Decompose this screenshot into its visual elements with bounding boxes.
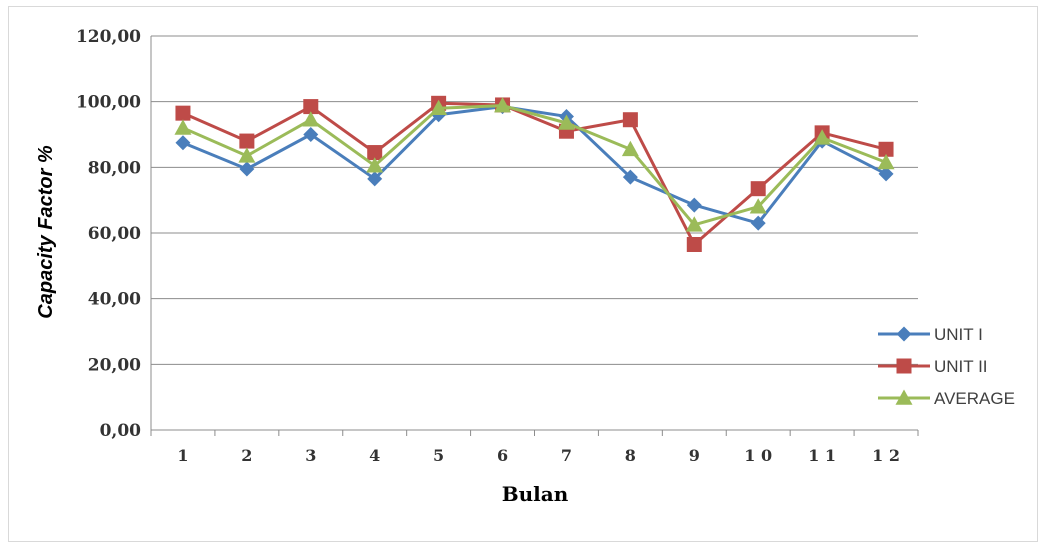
series-2 — [175, 95, 894, 252]
data-point — [686, 236, 702, 252]
y-tick-label: 0,00 — [100, 421, 142, 441]
y-axis-title: Capacity Factor % — [35, 145, 57, 319]
data-point — [750, 215, 766, 231]
data-point — [303, 127, 319, 142]
y-tick-labels: 0,00 20,00 40,00 60,00 80,00 100,00 120,00 — [76, 27, 141, 441]
data-point — [622, 112, 638, 128]
data-point — [238, 147, 256, 163]
legend-entry: UNIT II — [878, 357, 988, 376]
gridlines — [151, 35, 918, 365]
x-tick-label: 2 — [241, 446, 252, 465]
x-tick-label: 7 — [561, 446, 572, 465]
series-line — [182, 104, 887, 227]
data-point — [175, 135, 191, 151]
x-tick-label: 1 — [177, 446, 188, 465]
data-point — [367, 171, 383, 187]
data-point — [621, 140, 639, 157]
data-point — [813, 129, 831, 145]
x-tick-label: 1 2 — [872, 446, 900, 465]
data-point — [686, 197, 702, 213]
y-tick-label: 20,00 — [88, 355, 141, 375]
legend-entry: AVERAGE — [878, 389, 1015, 408]
data-point — [877, 153, 895, 170]
y-tick-label: 120,00 — [76, 27, 141, 47]
data-point — [749, 198, 767, 214]
data-point — [174, 119, 192, 135]
x-tick-label: 1 1 — [808, 446, 836, 465]
data-point — [303, 99, 319, 115]
x-tick-label: 8 — [625, 446, 636, 465]
legend-label: UNIT I — [934, 325, 983, 344]
y-tick-label: 60,00 — [88, 224, 141, 244]
data-point — [878, 166, 894, 182]
chart-frame — [8, 6, 1038, 542]
legend-entry: UNIT I — [878, 325, 983, 344]
series-3 — [174, 97, 895, 232]
x-tick-label: 6 — [497, 446, 508, 465]
data-point — [366, 157, 384, 173]
data-point — [239, 161, 255, 177]
legend-marker — [896, 358, 912, 374]
legend-label: UNIT II — [934, 357, 988, 376]
data-point — [239, 133, 255, 149]
x-tick-label: 1 0 — [744, 446, 772, 465]
data-point — [175, 105, 191, 121]
data-point — [494, 97, 512, 113]
legend-marker — [896, 326, 912, 342]
y-tick-label: 40,00 — [88, 290, 141, 310]
data-point — [430, 99, 448, 116]
x-axis-title: Bulan — [502, 482, 569, 506]
data-point — [878, 141, 894, 157]
data-point — [302, 111, 320, 127]
x-tick-labels: 1 2 3 4 5 6 7 8 9 1 0 1 1 1 2 — [177, 446, 900, 465]
series-1 — [175, 99, 894, 231]
legend: UNIT I UNIT II AVERAGE — [878, 325, 1015, 408]
y-tick-label: 80,00 — [88, 158, 141, 178]
x-tick-label: 3 — [305, 446, 316, 465]
axes — [150, 36, 919, 436]
y-tick-label: 100,00 — [76, 93, 141, 113]
x-tick-label: 9 — [689, 446, 700, 465]
legend-label: AVERAGE — [934, 389, 1015, 408]
series-line — [182, 105, 887, 225]
x-tick-label: 5 — [433, 446, 444, 465]
data-point — [622, 169, 638, 185]
x-tick-label: 4 — [369, 446, 380, 465]
data-point — [750, 181, 766, 197]
data-point — [367, 145, 383, 161]
series-line — [182, 101, 887, 246]
data-point — [557, 114, 575, 130]
series-lines — [174, 95, 895, 252]
data-point — [685, 216, 703, 232]
legend-marker — [895, 389, 913, 405]
